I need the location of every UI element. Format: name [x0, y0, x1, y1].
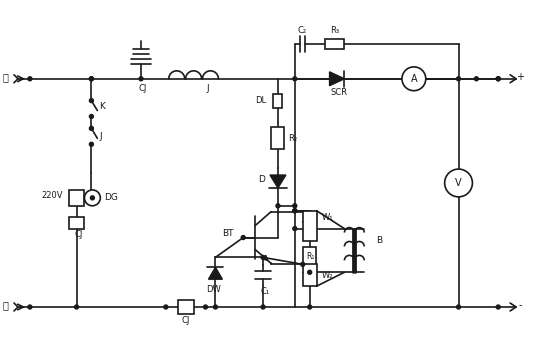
Circle shape: [89, 126, 94, 130]
Text: B: B: [376, 236, 382, 245]
Text: V: V: [455, 178, 462, 188]
Circle shape: [214, 305, 217, 309]
Circle shape: [89, 77, 94, 81]
Bar: [178, 300, 194, 314]
Bar: [303, 211, 316, 241]
Bar: [303, 264, 316, 286]
Circle shape: [203, 305, 208, 309]
Polygon shape: [270, 175, 286, 188]
Text: SCR: SCR: [331, 88, 348, 97]
Text: 零: 零: [2, 300, 8, 310]
Circle shape: [293, 77, 297, 81]
Circle shape: [139, 77, 143, 81]
Circle shape: [308, 270, 312, 274]
Bar: [272, 127, 285, 149]
Text: W₂: W₂: [321, 271, 333, 280]
Circle shape: [241, 236, 245, 240]
Circle shape: [28, 305, 32, 309]
Circle shape: [457, 305, 460, 309]
Bar: [69, 190, 84, 206]
Text: CJ: CJ: [139, 84, 147, 93]
Text: CJ: CJ: [74, 230, 83, 239]
Circle shape: [89, 115, 94, 118]
Circle shape: [496, 77, 500, 81]
Text: J: J: [206, 84, 209, 93]
Text: R₂: R₂: [288, 134, 297, 143]
Circle shape: [293, 227, 297, 231]
Circle shape: [89, 77, 94, 81]
Text: -: -: [518, 300, 522, 310]
Text: C₁: C₁: [260, 287, 269, 296]
Text: 220V: 220V: [41, 192, 63, 200]
Circle shape: [89, 98, 94, 103]
Circle shape: [75, 305, 78, 309]
Circle shape: [293, 209, 297, 213]
Circle shape: [402, 67, 426, 91]
Bar: [304, 247, 316, 265]
Polygon shape: [208, 267, 222, 279]
Circle shape: [84, 190, 100, 206]
Circle shape: [89, 142, 94, 146]
Circle shape: [308, 305, 312, 309]
Circle shape: [276, 204, 280, 208]
Circle shape: [445, 169, 472, 197]
Circle shape: [90, 196, 94, 200]
Circle shape: [293, 209, 297, 213]
Circle shape: [474, 77, 478, 81]
Circle shape: [457, 77, 460, 81]
Text: 相: 相: [2, 72, 8, 82]
Text: K: K: [100, 102, 105, 111]
Circle shape: [293, 204, 297, 208]
Text: D: D: [258, 175, 265, 184]
Text: A: A: [411, 74, 417, 84]
Circle shape: [28, 77, 32, 81]
Polygon shape: [329, 72, 345, 86]
Text: DW: DW: [206, 285, 221, 294]
Text: J: J: [100, 132, 102, 141]
Circle shape: [261, 305, 265, 309]
Bar: [325, 39, 345, 49]
Circle shape: [496, 305, 500, 309]
Text: CJ: CJ: [181, 316, 190, 325]
Text: W₁: W₁: [321, 213, 333, 222]
Circle shape: [164, 305, 168, 309]
Text: DG: DG: [104, 193, 118, 202]
Circle shape: [496, 77, 500, 81]
Text: R₃: R₃: [330, 26, 339, 35]
Text: BT: BT: [222, 229, 233, 238]
Text: C₂: C₂: [297, 26, 306, 35]
Bar: [69, 217, 84, 229]
Text: +: +: [516, 72, 524, 82]
Bar: [274, 94, 282, 107]
Text: R₁: R₁: [307, 252, 315, 261]
Text: DL: DL: [255, 96, 266, 105]
Circle shape: [301, 262, 305, 266]
Circle shape: [261, 255, 265, 260]
